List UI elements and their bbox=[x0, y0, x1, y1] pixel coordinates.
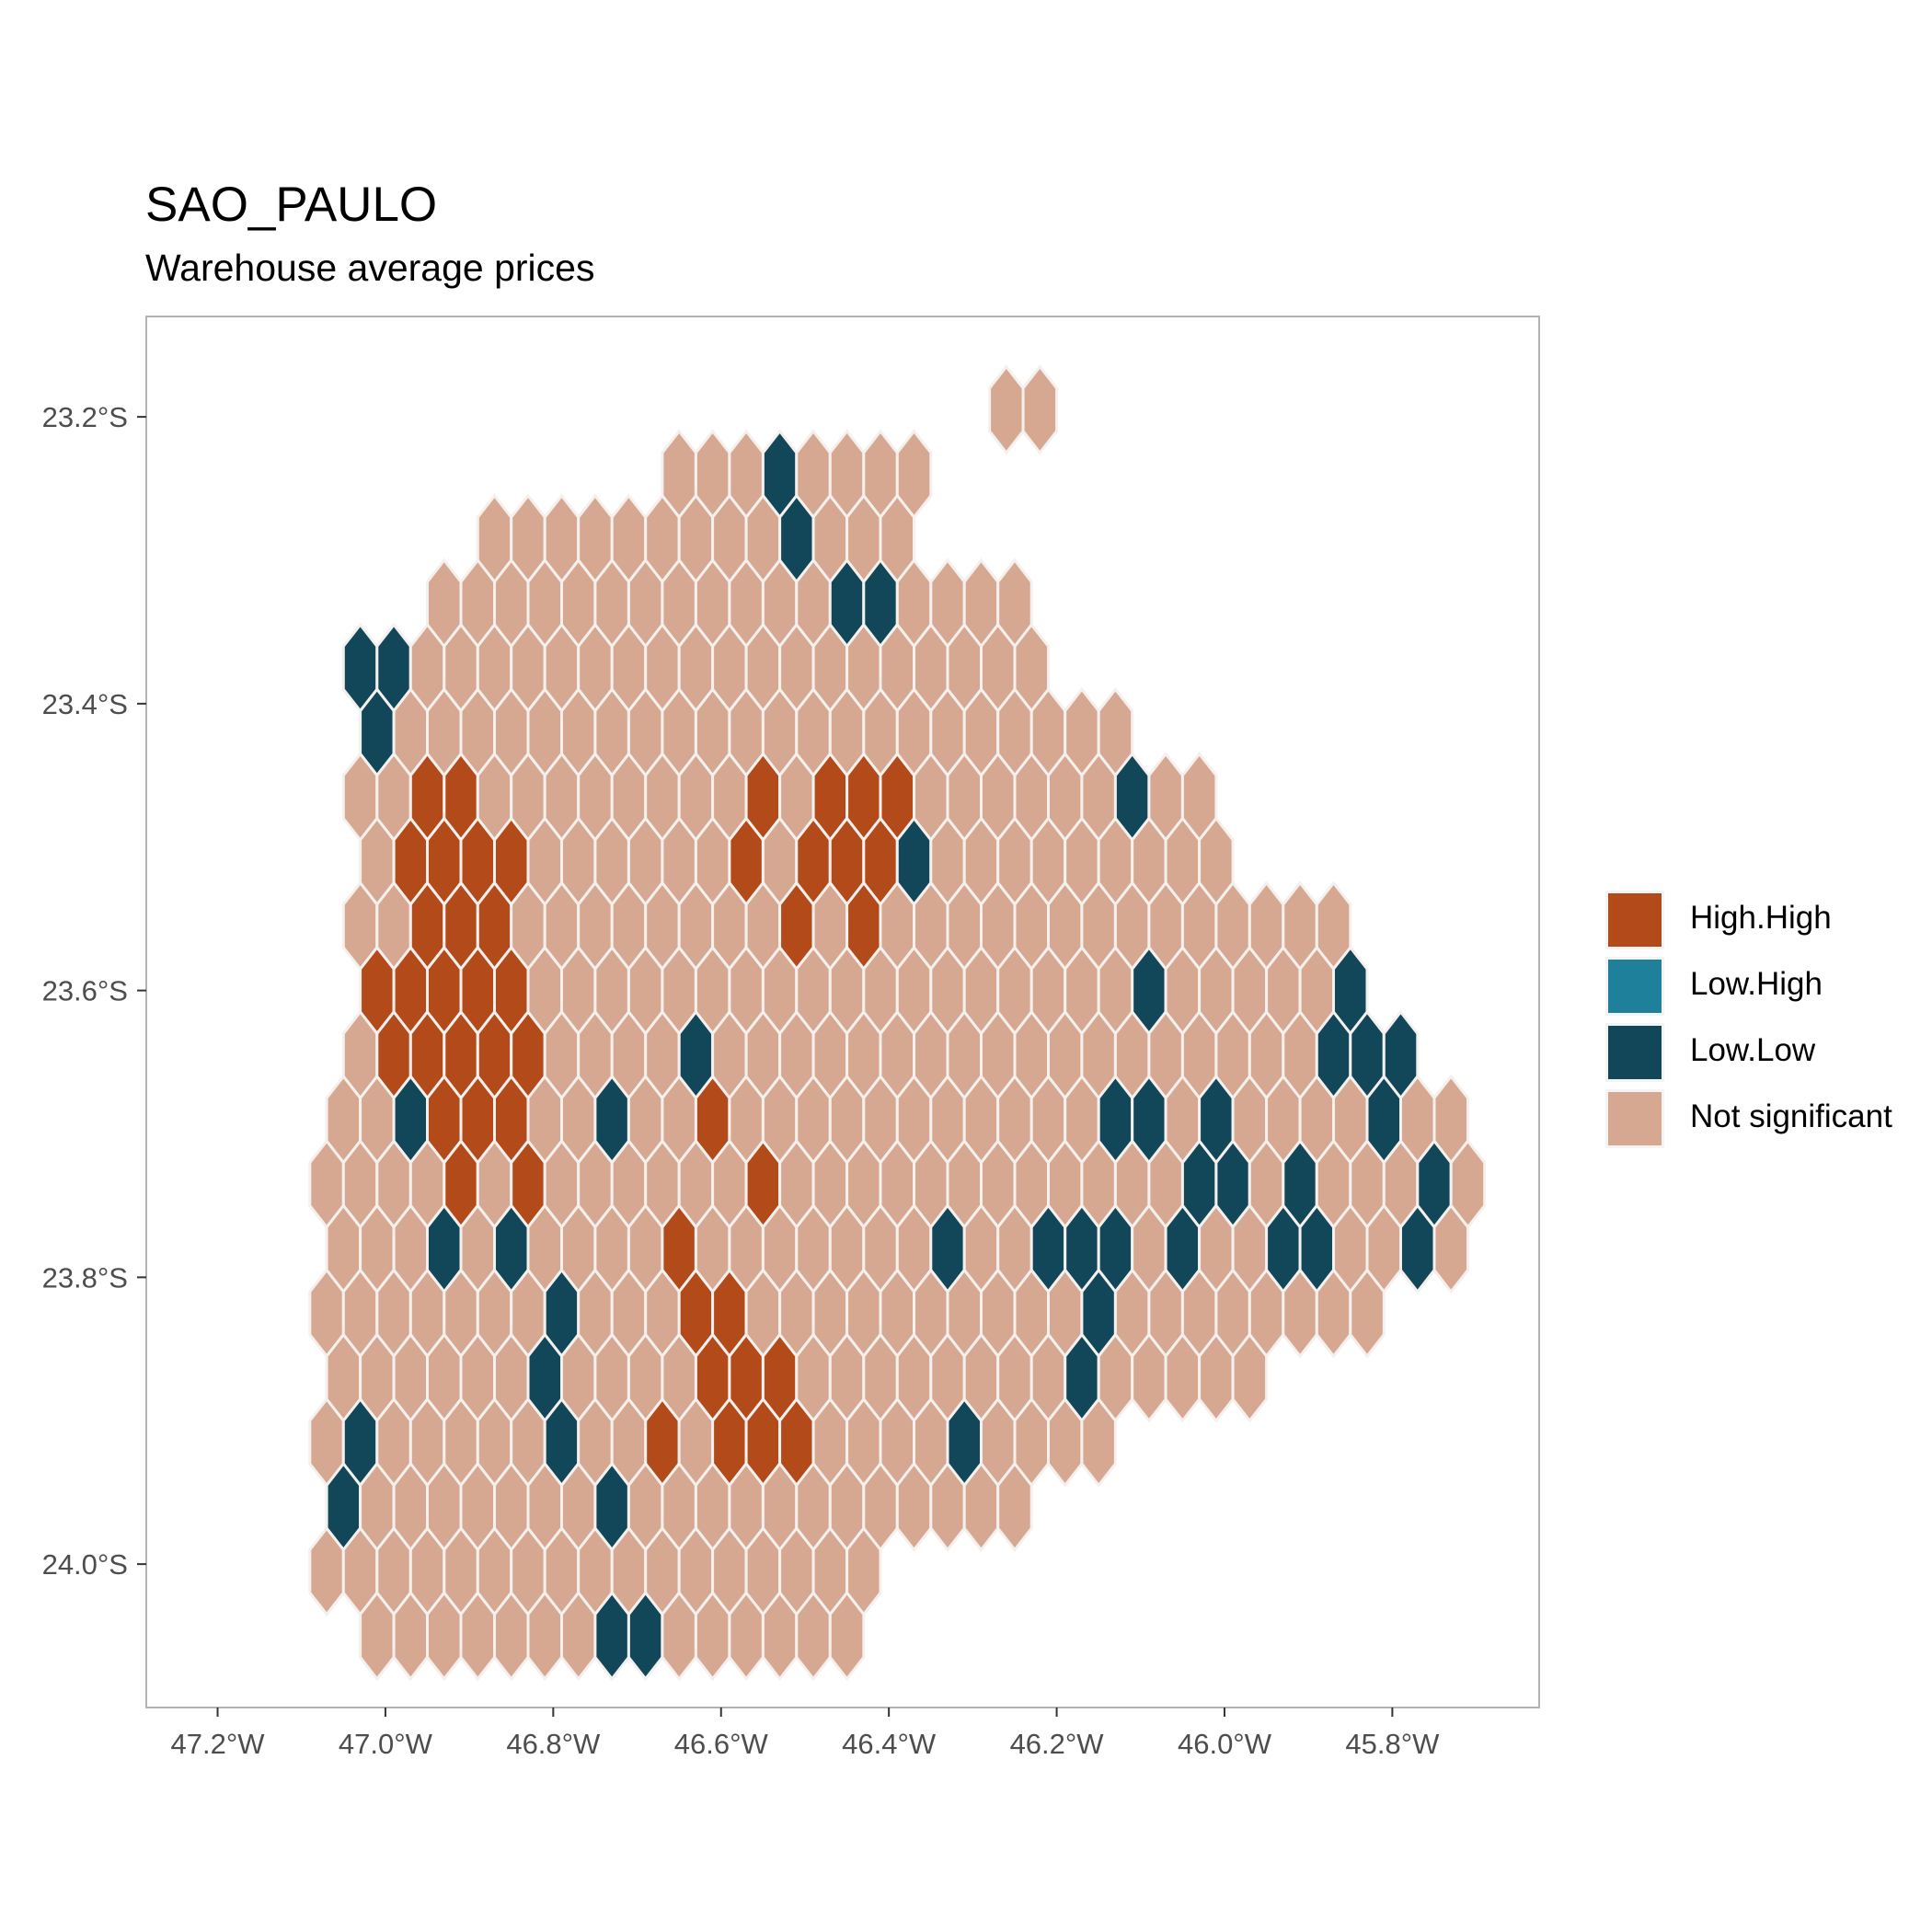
hex-cell bbox=[1315, 1268, 1352, 1359]
hex-cell bbox=[996, 1461, 1033, 1552]
hex-cell bbox=[1080, 1397, 1117, 1488]
legend-key-not-significant bbox=[1605, 1089, 1664, 1148]
hex-cell bbox=[526, 1590, 563, 1682]
hex-cell bbox=[1198, 1332, 1235, 1423]
hex-cell bbox=[761, 1590, 799, 1682]
hex-cell bbox=[392, 1590, 429, 1682]
hex-cell bbox=[593, 1590, 630, 1682]
hex-cell bbox=[694, 1590, 731, 1682]
x-tick-label: 45.8°W bbox=[1345, 1728, 1440, 1760]
x-axis: 47.2°W 47.0°W 46.8°W 46.6°W 46.4°W 46.2°W 46.0… bbox=[171, 1708, 1440, 1760]
hex-cell bbox=[1231, 1332, 1269, 1423]
x-tick-label: 46.8°W bbox=[506, 1728, 601, 1760]
y-tick-label: 23.8°S bbox=[42, 1261, 128, 1294]
legend-label-low-high: Low.High bbox=[1690, 966, 1823, 1002]
hex-cell bbox=[929, 1461, 966, 1552]
hex-cell bbox=[1164, 1332, 1202, 1423]
legend-label-high-high: High.High bbox=[1690, 900, 1832, 936]
y-tick-label: 23.2°S bbox=[42, 401, 128, 433]
x-tick-label: 46.4°W bbox=[842, 1728, 937, 1760]
y-axis: 23.2°S 23.4°S 23.6°S 23.8°S 24.0°S bbox=[42, 401, 146, 1581]
y-tick-label: 24.0°S bbox=[42, 1548, 128, 1581]
hex-cell bbox=[895, 1461, 933, 1552]
legend-key-high-high bbox=[1605, 891, 1664, 949]
hex-cell bbox=[627, 1590, 664, 1682]
hex-cell bbox=[661, 1590, 697, 1682]
hex-cell bbox=[795, 1590, 832, 1682]
legend-key-low-low bbox=[1605, 1023, 1664, 1082]
plot-subtitle: Warehouse average prices bbox=[145, 247, 595, 289]
hex-cell bbox=[426, 1590, 463, 1682]
hex-cell bbox=[459, 1590, 496, 1682]
hex-cell bbox=[988, 364, 1025, 455]
y-tick-label: 23.4°S bbox=[42, 688, 128, 720]
hex-cell bbox=[1282, 1268, 1318, 1359]
hex-cell bbox=[1349, 1268, 1386, 1359]
hex-cell bbox=[1047, 1397, 1084, 1488]
hex-cell bbox=[1021, 364, 1059, 455]
x-tick-label: 46.6°W bbox=[674, 1728, 769, 1760]
hex-cell bbox=[1399, 1202, 1436, 1294]
legend-key-low-high bbox=[1605, 957, 1664, 1016]
hex-cell bbox=[560, 1590, 597, 1682]
x-tick-label: 47.2°W bbox=[171, 1728, 266, 1760]
hex-cell bbox=[308, 1525, 345, 1617]
legend-label-low-low: Low.Low bbox=[1690, 1032, 1816, 1068]
hex-cell bbox=[962, 1461, 1000, 1552]
x-tick-label: 46.2°W bbox=[1010, 1728, 1105, 1760]
x-tick-label: 47.0°W bbox=[339, 1728, 433, 1760]
hex-cell bbox=[728, 1590, 765, 1682]
x-tick-label: 46.0°W bbox=[1178, 1728, 1272, 1760]
hex-cell bbox=[493, 1590, 530, 1682]
panel-border bbox=[145, 316, 1540, 1708]
plot-title: SAO_PAULO bbox=[145, 178, 438, 232]
hex-cell bbox=[359, 1590, 396, 1682]
hex-layer bbox=[308, 364, 1487, 1682]
hex-cell bbox=[1131, 1332, 1167, 1423]
hex-cell bbox=[1432, 1202, 1469, 1294]
legend-label-not-significant: Not significant bbox=[1690, 1098, 1892, 1134]
y-tick-label: 23.6°S bbox=[42, 975, 128, 1007]
hex-cell bbox=[828, 1590, 866, 1682]
